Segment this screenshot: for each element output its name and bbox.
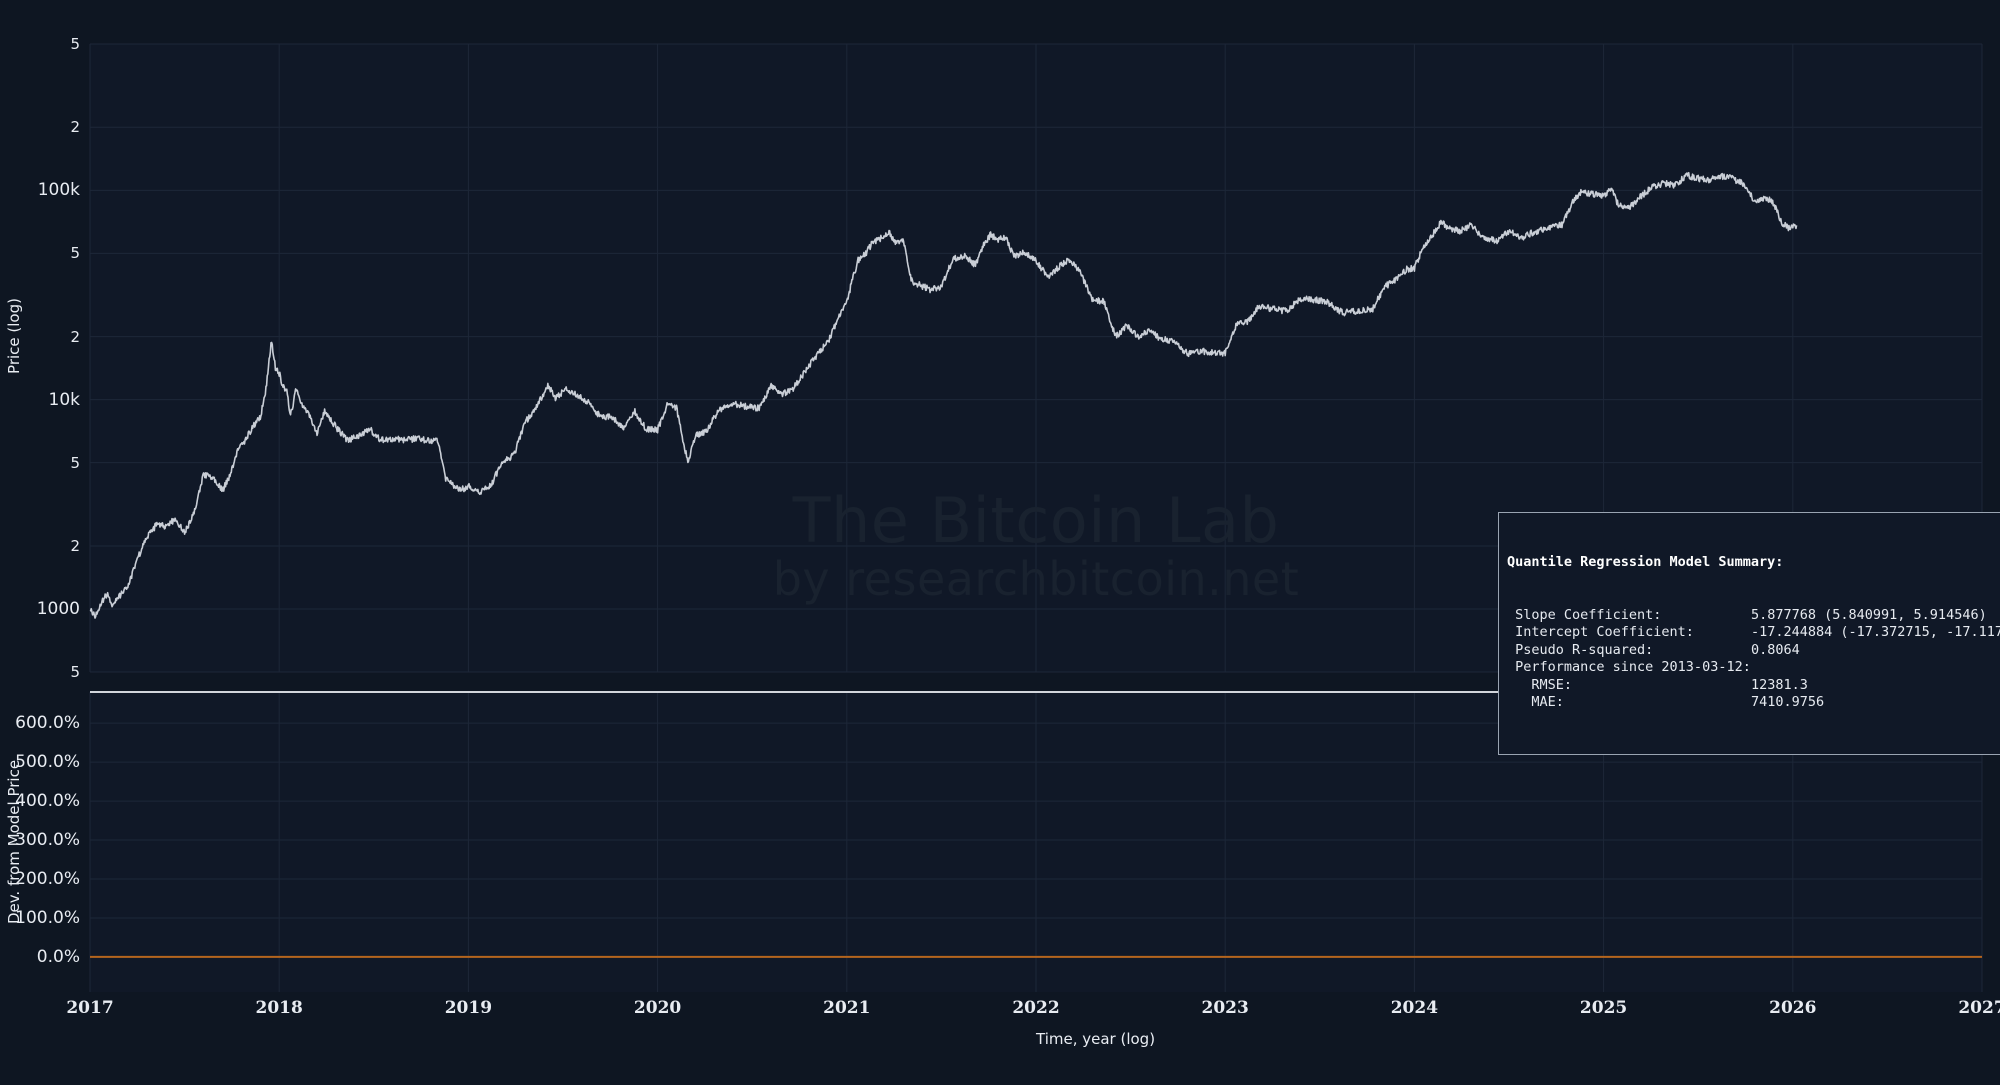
x-tick-1: 2018 <box>255 998 303 1018</box>
x-tick-10: 2027 <box>1958 998 2000 1018</box>
legend-row-value-0: 5.877768 (5.840991, 5.914546) <box>1751 606 1987 623</box>
legend-row-key-2: Pseudo R-squared: <box>1507 641 1654 658</box>
legend-row-key-0: Slope Coefficient: <box>1507 606 1662 623</box>
legend-rows: Slope Coefficient: 5.877768 (5.840991, 5.… <box>1507 607 2000 712</box>
x-tick-3: 2020 <box>633 998 682 1018</box>
deviation-y-tick-1: 100.0% <box>15 907 80 928</box>
model-summary-legend: Quantile Regression Model Summary: Slope… <box>1498 512 2000 756</box>
deviation-y-tick-0: 0.0% <box>36 946 80 967</box>
legend-row-0: Slope Coefficient: 5.877768 (5.840991, 5.… <box>1507 607 2000 625</box>
legend-row-value-1: -17.244884 (-17.372715, -17.117053) <box>1751 624 2000 641</box>
x-tick-7: 2024 <box>1390 998 1439 1018</box>
deviation-plot-svg <box>89 691 1983 992</box>
price-y-tick-9: 5 <box>70 663 80 681</box>
x-tick-9: 2026 <box>1769 998 1817 1018</box>
deviation-y-tick-5: 500.0% <box>15 752 80 773</box>
x-tick-5: 2022 <box>1012 998 1060 1018</box>
deviation-y-tick-6: 600.0% <box>15 713 80 734</box>
price-y-tick-4: 2 <box>70 327 80 346</box>
legend-title: Quantile Regression Model Summary: <box>1507 554 1784 571</box>
legend-row-value-2: 0.8064 <box>1751 641 1800 658</box>
price-y-tick-6: 5 <box>70 453 80 472</box>
deviation-y-tick-4: 400.0% <box>15 791 80 812</box>
legend-row-value-4: 12381.3 <box>1751 676 1808 693</box>
price-y-tick-7: 2 <box>70 536 80 555</box>
legend-row-4: RMSE: 12381.3 <box>1507 677 2000 695</box>
x-tick-0: 2017 <box>66 998 114 1018</box>
price-y-tick-8: 1000 <box>36 598 80 619</box>
x-tick-4: 2021 <box>823 998 871 1018</box>
x-tick-8: 2025 <box>1579 998 1628 1018</box>
legend-row-1: Intercept Coefficient: -17.244884 (-17.37… <box>1507 624 2000 642</box>
price-y-tick-5: 10k <box>48 389 80 410</box>
price-y-tick-0: 5 <box>70 35 80 53</box>
x-tick-2: 2019 <box>444 998 493 1018</box>
deviation-y-tick-3: 300.0% <box>15 830 80 851</box>
legend-row-3: Performance since 2013-03-12: <box>1507 659 2000 677</box>
legend-row-key-1: Intercept Coefficient: <box>1507 624 1694 641</box>
price-y-tick-1: 2 <box>70 118 80 137</box>
x-axis-title: Time, year (log) <box>1036 1030 1156 1048</box>
legend-row-value-5: 7410.9756 <box>1751 694 1825 711</box>
legend-row-2: Pseudo R-squared: 0.8064 <box>1507 642 2000 660</box>
legend-row-5: MAE: 7410.9756 <box>1507 694 2000 712</box>
price-y-tick-2: 100k <box>37 180 80 201</box>
x-tick-6: 2023 <box>1201 998 1249 1018</box>
price-y-tick-3: 5 <box>70 244 80 263</box>
deviation-y-tick-2: 200.0% <box>15 869 80 889</box>
legend-row-key-5: MAE: <box>1507 694 1564 711</box>
legend-row-key-3: Performance since 2013-03-12: <box>1507 659 1751 676</box>
legend-row-key-4: RMSE: <box>1507 676 1573 693</box>
